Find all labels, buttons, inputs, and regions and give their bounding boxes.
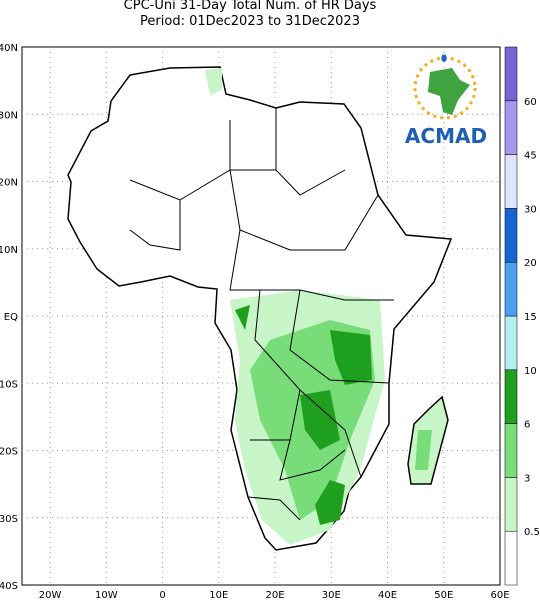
lon-label: 10E <box>209 590 228 600</box>
lat-label: 10N <box>0 245 18 256</box>
logo-text: ACMAD <box>405 124 487 148</box>
title: CPC-Uni 31-Day Total Num. of HR Days <box>124 0 377 13</box>
lon-label: 20W <box>39 590 62 600</box>
lat-label: 40N <box>0 43 18 54</box>
lon-label: 30E <box>322 590 341 600</box>
logo: ACMAD <box>405 54 487 148</box>
colorbar-segment <box>504 423 518 478</box>
lon-label: 50E <box>434 590 453 600</box>
colorbar: 0.5 3 6 10 15 20 30 45 60 <box>504 46 540 586</box>
axes: 40N 30N 20N 10N EQ 10S 20S 30S 40S 20W 10W 0 10E 20E 3… <box>0 43 510 601</box>
lat-label: 30N <box>0 110 18 121</box>
colorbar-label: 6 <box>524 420 530 431</box>
rain-days-shading <box>205 68 432 545</box>
colorbar-label: 45 <box>524 151 537 162</box>
lon-label: 10W <box>95 590 118 600</box>
colorbar-label: 60 <box>524 97 537 108</box>
lon-label: 20E <box>266 590 285 600</box>
lon-label: 0 <box>159 590 165 600</box>
lat-label: 20S <box>0 447 18 458</box>
country-borders <box>129 108 394 521</box>
colorbar-label: 0.5 <box>524 527 540 538</box>
colorbar-segment <box>504 261 518 317</box>
colorbar-label: 30 <box>524 204 537 215</box>
colorbar-label: 10 <box>524 366 537 377</box>
colorbar-label: 15 <box>524 312 537 323</box>
lat-label: 40S <box>0 581 18 592</box>
lat-label: 10S <box>0 379 18 390</box>
colorbar-label: 3 <box>524 473 530 484</box>
colorbar-segment <box>504 208 518 263</box>
subtitle: Period: 01Dec2023 to 31Dec2023 <box>140 14 360 29</box>
colorbar-segment <box>504 530 518 586</box>
colorbar-segment <box>504 100 518 155</box>
lon-label: 40E <box>378 590 397 600</box>
lon-label: 60E <box>490 590 509 600</box>
lat-label: EQ <box>4 312 18 323</box>
colorbar-segment <box>504 315 518 371</box>
lat-label: 20N <box>0 178 18 189</box>
lat-label: 30S <box>0 514 18 525</box>
colorbar-segment <box>504 46 518 102</box>
colorbar-segment <box>504 154 518 209</box>
colorbar-segment <box>504 477 518 532</box>
colorbar-label: 20 <box>524 258 537 269</box>
colorbar-segment <box>504 369 518 424</box>
